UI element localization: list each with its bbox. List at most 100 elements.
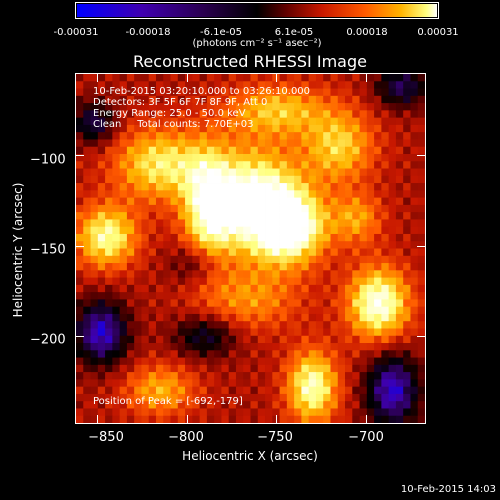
- heatmap-cell: [97, 124, 106, 133]
- heatmap-cell: [410, 146, 419, 155]
- heatmap-cell: [417, 408, 425, 417]
- heatmap-cell: [83, 292, 91, 300]
- heatmap-cell: [76, 161, 84, 169]
- heatmap-cell: [206, 263, 215, 271]
- heatmap-cell: [83, 284, 91, 293]
- heatmap-cell: [134, 415, 142, 423]
- heatmap-cell: [177, 146, 186, 155]
- heatmap-cell: [403, 299, 411, 308]
- heatmap-cell: [243, 168, 251, 177]
- heatmap-cell: [214, 175, 222, 184]
- heatmap-cell: [417, 270, 425, 278]
- x-tick-label: −700: [348, 430, 384, 445]
- heatmap-cell: [366, 103, 375, 111]
- heatmap-cell: [381, 270, 390, 278]
- heatmap-cell: [308, 241, 317, 249]
- heatmap-cell: [388, 335, 397, 344]
- heatmap-cell: [155, 328, 164, 337]
- heatmap-cell: [257, 88, 266, 97]
- heatmap-cell: [366, 183, 375, 191]
- heatmap-cell: [417, 393, 425, 402]
- heatmap-cell: [90, 292, 99, 300]
- heatmap-cell: [315, 219, 324, 228]
- heatmap-cell: [76, 343, 84, 351]
- heatmap-cell: [257, 321, 266, 329]
- heatmap-cell: [272, 372, 280, 380]
- heatmap-cell: [119, 103, 128, 111]
- heatmap-cell: [199, 197, 208, 206]
- heatmap-cell: [199, 146, 208, 155]
- heatmap-cell: [235, 161, 244, 169]
- heatmap-cell: [374, 372, 382, 380]
- heatmap-cell: [345, 299, 353, 308]
- heatmap-cell: [76, 292, 84, 300]
- heatmap-cell: [141, 110, 150, 119]
- heatmap-cell: [148, 292, 157, 300]
- heatmap-cell: [417, 335, 425, 344]
- heatmap-cell: [345, 81, 353, 89]
- heatmap-cell: [330, 197, 339, 206]
- heatmap-cell: [272, 233, 280, 242]
- heatmap-cell: [410, 364, 419, 373]
- heatmap-cell: [148, 343, 157, 351]
- heatmap-cell: [308, 299, 317, 308]
- heatmap-cell: [388, 190, 397, 198]
- heatmap-cell: [90, 343, 99, 351]
- colorbar-tick-label: -6.1e-05: [200, 27, 242, 38]
- heatmap-cell: [359, 415, 368, 423]
- heatmap-cell: [243, 284, 251, 293]
- heatmap-cell: [155, 103, 164, 111]
- heatmap-cell: [257, 117, 266, 126]
- heatmap-cell: [366, 357, 375, 366]
- axis-tick-mark: [365, 74, 367, 82]
- heatmap-cell: [345, 306, 353, 315]
- heatmap-cell: [206, 219, 215, 228]
- heatmap-cell: [294, 88, 302, 97]
- heatmap-cell: [265, 233, 273, 242]
- heatmap-cell: [155, 153, 164, 162]
- colorbar-tick-label: 0.00018: [346, 27, 388, 38]
- heatmap-cell: [235, 284, 244, 293]
- heatmap-cell: [279, 328, 288, 337]
- heatmap-cell: [177, 284, 186, 293]
- heatmap-cell: [185, 321, 193, 329]
- heatmap-cell: [105, 168, 113, 177]
- heatmap-cell: [155, 372, 164, 380]
- heatmap-cell: [112, 299, 121, 308]
- heatmap-cell: [294, 117, 302, 126]
- heatmap-cell: [206, 183, 215, 191]
- heatmap-cell: [374, 226, 382, 235]
- heatmap-cell: [214, 88, 222, 97]
- heatmap-cell: [366, 292, 375, 300]
- heatmap-cell: [119, 255, 128, 264]
- heatmap-cell: [374, 284, 382, 293]
- heatmap-cell: [83, 299, 91, 308]
- heatmap-cell: [155, 313, 164, 322]
- heatmap-cell: [112, 364, 121, 373]
- heatmap-cell: [126, 343, 135, 351]
- heatmap-cell: [345, 197, 353, 206]
- heatmap-cell: [134, 146, 142, 155]
- heatmap-cell: [374, 81, 382, 89]
- heatmap-cell: [265, 292, 273, 300]
- heatmap-cell: [265, 132, 273, 140]
- heatmap-cell: [148, 270, 157, 278]
- heatmap-cell: [272, 139, 280, 148]
- heatmap-cell: [417, 386, 425, 395]
- heatmap-cell: [228, 328, 237, 337]
- heatmap-cell: [410, 168, 419, 177]
- heatmap-cell: [76, 95, 84, 104]
- heatmap-cell: [76, 313, 84, 322]
- heatmap-cell: [177, 139, 186, 148]
- heatmap-cell: [155, 204, 164, 213]
- heatmap-cell: [163, 197, 171, 206]
- heatmap-cell: [83, 255, 91, 264]
- heatmap-cell: [199, 299, 208, 308]
- heatmap-cell: [265, 350, 273, 358]
- heatmap-cell: [185, 197, 193, 206]
- heatmap-cell: [366, 95, 375, 104]
- heatmap-cell: [90, 241, 99, 249]
- heatmap-cell: [214, 255, 222, 264]
- heatmap-cell: [388, 132, 397, 140]
- heatmap-cell: [134, 313, 142, 322]
